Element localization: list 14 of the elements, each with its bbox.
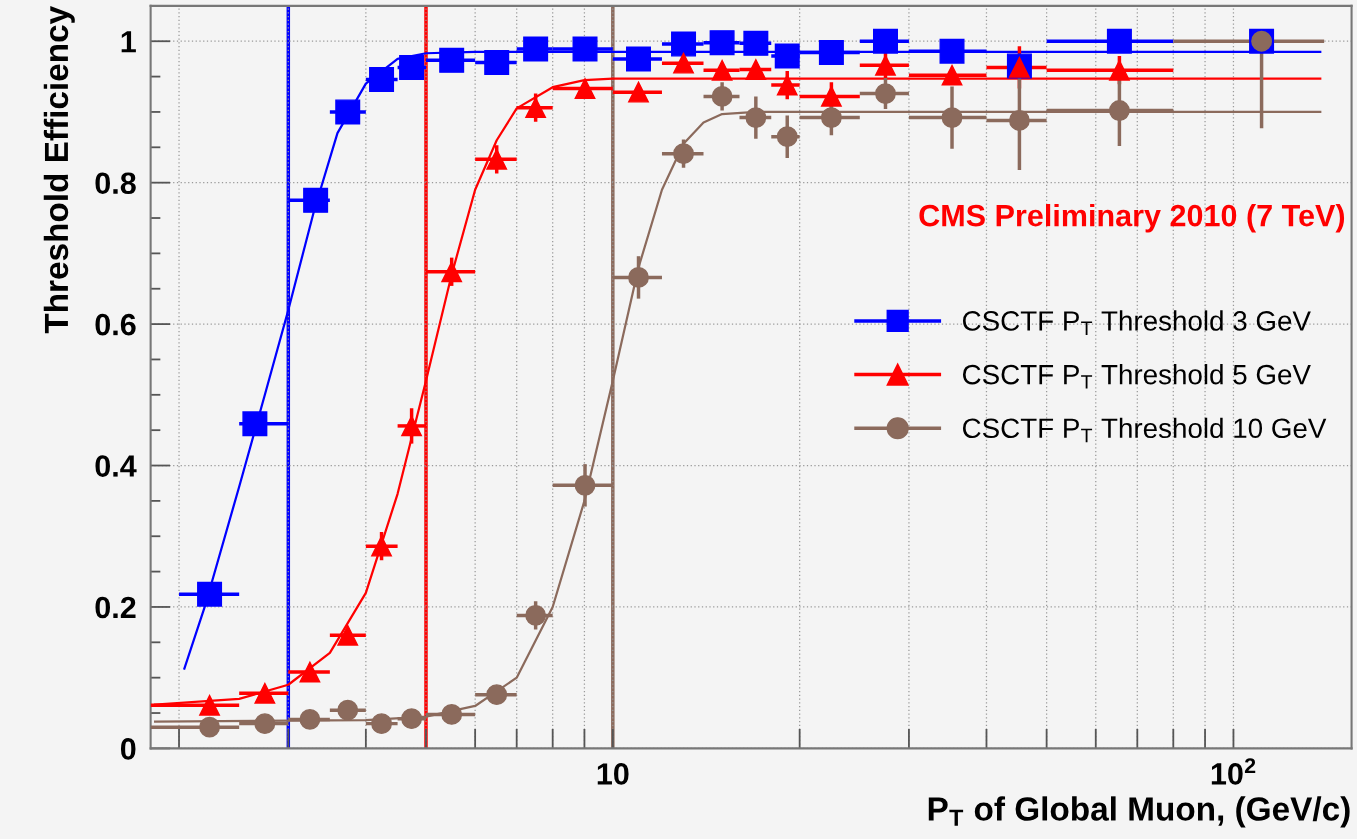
y-tick-label: 1 — [121, 31, 136, 53]
y-tick-label: 0 — [120, 738, 136, 760]
y-axis-title: Threshold Efficiency — [43, 6, 75, 334]
legend-label: CSCTF P$_{T}$ Threshold 3 GeV — [962, 310, 1311, 335]
y-tick-label: 0.4 — [95, 455, 137, 477]
annotation: CMS Preliminary 2010 (7 TeV) — [919, 203, 1345, 233]
x-axis-title: P$_{T}$ of Global Muon, (GeV/c) — [928, 796, 1350, 828]
legend-label: CSCTF P$_{T}$ Threshold 10 GeV — [962, 417, 1327, 443]
x-tick-label: 10$^{2}$ — [1211, 758, 1256, 785]
legend-label: CSCTF P$_{T}$ Threshold 5 GeV — [962, 364, 1311, 389]
y-tick-label: 0.6 — [95, 313, 136, 336]
y-tick-label: 0.8 — [95, 172, 136, 195]
y-tick-label: 0.2 — [95, 596, 136, 619]
x-tick-label: 10 — [597, 763, 629, 785]
